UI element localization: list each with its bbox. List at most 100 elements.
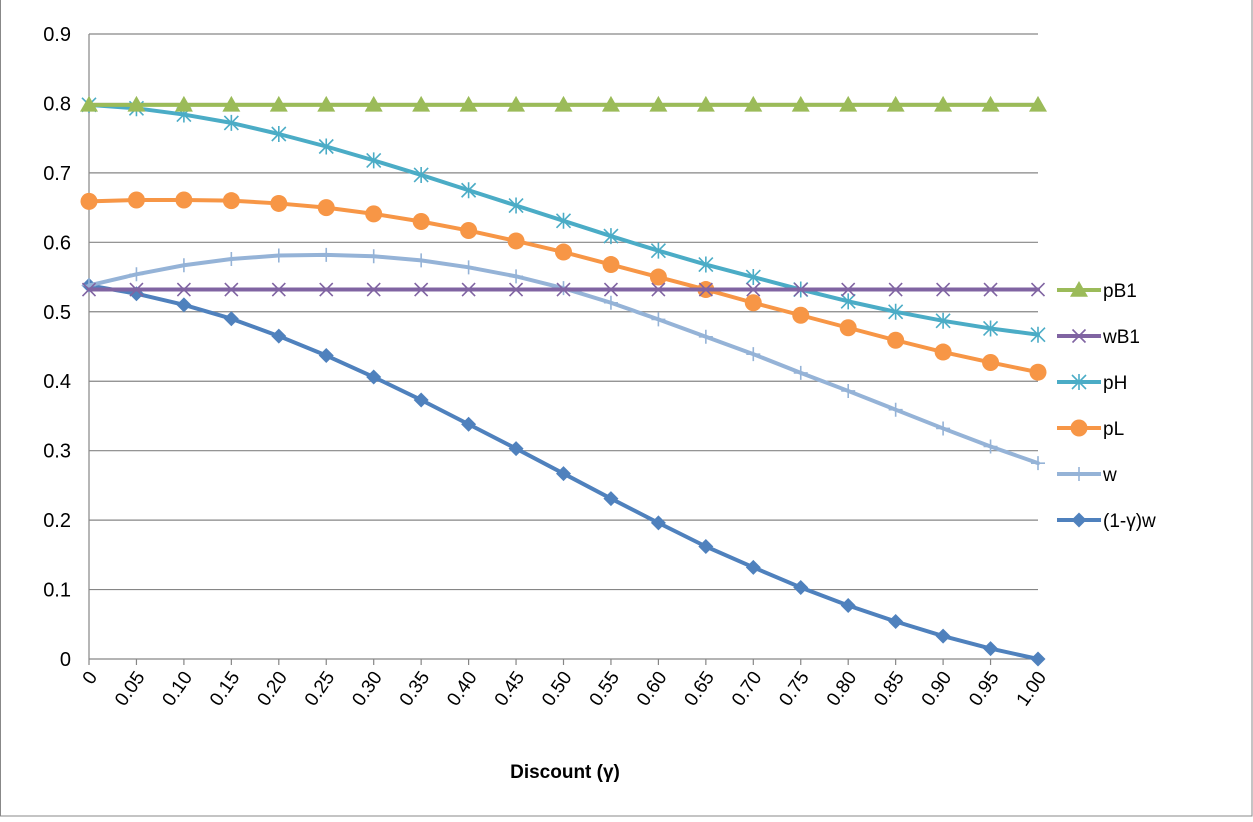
data-point [888,614,904,629]
data-point [698,256,714,273]
data-point [319,282,334,297]
data-point [651,312,666,327]
data-point [366,282,381,297]
data-point [601,95,620,112]
data-point [936,421,951,436]
y-tick-label: 0.4 [43,371,71,393]
data-point [983,282,998,297]
data-point [603,282,619,297]
data-point [934,95,953,112]
data-point [1030,651,1046,667]
data-point [744,294,762,312]
x-axis-title: Discount (γ) [510,762,620,783]
data-point [649,95,668,112]
data-point [413,166,429,183]
data-point [983,439,998,454]
legend-item: w [1057,465,1117,486]
data-point [981,95,1000,112]
data-point [935,312,951,329]
data-point [840,598,856,614]
legend-label: pB1 [1103,281,1137,302]
y-tick-label: 0.7 [43,163,71,185]
data-point [176,258,191,273]
data-point [650,242,666,259]
data-point [175,191,193,209]
data-point [317,199,335,217]
series-2 [81,96,1046,343]
data-point [460,222,478,240]
data-point [509,269,524,284]
legend-item: pB1 [1057,281,1137,302]
data-point [176,297,192,313]
series-0 [80,95,1047,112]
data-point [1070,419,1088,437]
data-point [746,282,761,297]
data-point [271,328,287,344]
legend-label: wB1 [1102,327,1140,348]
data-point [366,369,382,385]
data-point [127,191,145,209]
data-point [744,95,763,112]
data-point [698,329,713,344]
data-point [269,95,288,112]
data-point [508,441,524,457]
data-point [271,248,286,263]
data-point [508,282,524,297]
data-point [556,282,571,297]
data-point [174,95,193,112]
data-point [840,293,856,310]
legend-item: (1-γ)w [1057,511,1156,532]
data-point [603,295,618,310]
data-point [176,282,191,297]
data-point [934,343,952,361]
data-point [366,249,381,264]
data-point [461,282,476,297]
data-point [1071,374,1087,390]
y-tick-label: 0 [60,649,71,671]
data-point [80,95,98,112]
data-point [461,416,477,432]
data-point [224,282,239,297]
data-point [1029,95,1047,112]
data-point [1030,282,1046,297]
y-tick-label: 0.1 [43,580,71,602]
legend-item: pL [1057,419,1124,440]
data-point [745,559,761,575]
data-point [413,392,429,408]
legend-item: pH [1057,373,1127,394]
data-point [414,282,429,297]
data-point [841,383,856,398]
y-tick-label: 0.5 [43,302,71,324]
data-point [1070,281,1088,297]
data-point [555,243,572,261]
data-point [1030,326,1046,343]
data-point [1029,363,1047,381]
legend-label: (1-γ)w [1103,511,1156,532]
data-point [651,282,666,297]
data-point [318,138,334,155]
legend-label: w [1102,465,1117,486]
data-point [366,152,382,169]
data-point [793,579,809,595]
series-3 [80,191,1047,381]
y-tick-label: 0.8 [43,93,71,115]
data-point [222,95,241,112]
data-point [841,282,856,297]
data-point [698,539,714,554]
data-point [127,95,146,112]
data-point [365,205,383,223]
data-point [317,95,336,112]
data-point [129,282,144,297]
y-tick-label: 0.6 [43,232,71,254]
data-point [603,491,619,507]
data-point [792,306,810,324]
data-point [223,311,239,327]
data-point [888,282,903,297]
data-point [319,247,334,262]
data-point [412,95,431,112]
data-point [936,282,951,297]
legend-item: wB1 [1057,327,1140,348]
